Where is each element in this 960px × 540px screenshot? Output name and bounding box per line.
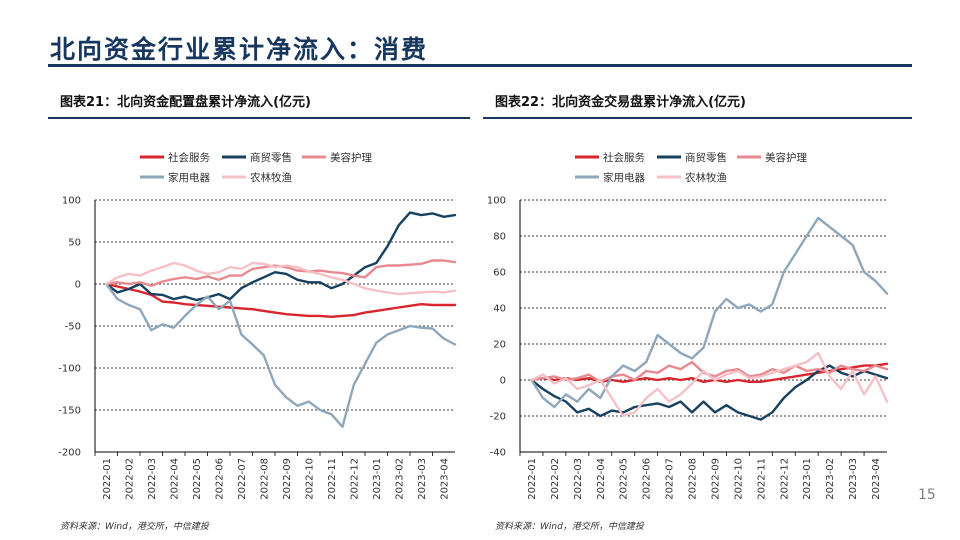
c1-y-tick-label: -40 xyxy=(490,448,506,459)
panel-rule-right xyxy=(483,117,912,119)
c0-x-tick-label: 2022-01 xyxy=(102,458,113,500)
source-note-left: 资料来源：Wind，港交所，中信建投 xyxy=(60,522,209,532)
c0-legend-label: 农林牧渔 xyxy=(250,171,292,184)
c0-x-tick-label: 2022-09 xyxy=(282,458,293,500)
c1-x-tick-label: 2022-11 xyxy=(756,458,767,500)
c1-x-tick-label: 2022-02 xyxy=(550,458,561,500)
c0-y-tick-label: -100 xyxy=(58,364,81,375)
c0-series-line-1 xyxy=(105,211,457,302)
c0-y-tick-label: 50 xyxy=(68,238,81,249)
c0-y-tick-label: -150 xyxy=(58,406,81,417)
c1-series-line-1 xyxy=(530,364,889,421)
c1-series-line-3 xyxy=(530,216,889,409)
c1-legend-label: 家用电器 xyxy=(603,171,645,184)
c1-legend-label: 社会服务 xyxy=(603,151,645,164)
c1-y-tick-label: -20 xyxy=(490,412,506,423)
c1-x-tick-label: 2022-10 xyxy=(733,458,744,500)
c1-x-tick-label: 2022-06 xyxy=(642,458,653,500)
chart-left: 100 50 0 -50 -100 -150 -200 2022-01 2022-02 2022-… xyxy=(58,151,457,500)
c0-legend-label: 美容护理 xyxy=(330,151,372,164)
c0-x-tick-label: 2022-08 xyxy=(259,458,270,500)
chart-title-right: 图表22：北向资金交易盘累计净流入(亿元) xyxy=(495,95,746,110)
c1-x-tick-label: 2022-07 xyxy=(665,458,676,500)
c1-x-tick-label: 2023-01 xyxy=(802,458,813,500)
panel-rule-left xyxy=(48,117,470,119)
c1-y-tick-label: 80 xyxy=(493,232,506,243)
c0-series-line-3 xyxy=(105,282,457,428)
c1-y-tick-label: 20 xyxy=(493,340,506,351)
c1-x-tick-label: 2023-03 xyxy=(848,458,859,500)
c1-y-tick-label: 100 xyxy=(487,196,506,207)
c0-x-tick-label: 2023-03 xyxy=(417,458,428,500)
c1-x-tick-label: 2023-02 xyxy=(825,458,836,500)
c0-y-tick-label: -50 xyxy=(65,322,81,333)
c1-y-tick-label: 60 xyxy=(493,268,506,279)
source-note-right: 资料来源：Wind，港交所，中信建投 xyxy=(495,522,644,532)
c1-x-tick-label: 2022-03 xyxy=(573,458,584,500)
c0-x-tick-label: 2022-06 xyxy=(214,458,225,500)
c0-x-tick-label: 2022-04 xyxy=(169,458,180,500)
c1-x-tick-label: 2022-01 xyxy=(527,458,538,500)
c0-y-tick-label: 100 xyxy=(62,196,81,207)
chart-right: 100 80 60 40 20 0 -20 -40 2022-01 2022-02 2022-03 2… xyxy=(487,151,889,500)
c0-legend-label: 社会服务 xyxy=(168,151,210,164)
c0-x-tick-label: 2022-03 xyxy=(147,458,158,500)
c1-x-tick-label: 2022-04 xyxy=(596,458,607,500)
c0-y-tick-label: -200 xyxy=(58,448,81,459)
chart-title-left: 图表21：北向资金配置盘累计净流入(亿元) xyxy=(60,95,311,110)
c0-x-tick-label: 2023-04 xyxy=(439,458,450,500)
c1-x-tick-label: 2022-12 xyxy=(779,458,790,500)
c0-x-tick-label: 2022-02 xyxy=(124,458,135,500)
c1-x-tick-label: 2023-04 xyxy=(871,458,882,500)
c1-x-tick-label: 2022-09 xyxy=(710,458,721,500)
title-rule xyxy=(48,64,912,67)
c0-legend-label: 商贸零售 xyxy=(250,151,292,164)
c1-x-tick-label: 2022-08 xyxy=(688,458,699,500)
c0-x-tick-label: 2023-01 xyxy=(372,458,383,500)
c1-y-tick-label: 40 xyxy=(493,304,506,315)
c1-series-line-4 xyxy=(530,351,889,418)
c1-legend-label: 农林牧渔 xyxy=(685,171,727,184)
c0-x-tick-label: 2022-05 xyxy=(192,458,203,500)
page-number: 15 xyxy=(918,487,936,503)
c0-series-line-4 xyxy=(105,261,457,296)
c0-x-tick-label: 2022-11 xyxy=(327,458,338,500)
c1-legend-label: 商贸零售 xyxy=(685,151,727,164)
c0-series-line-0 xyxy=(105,282,457,318)
c0-x-tick-label: 2023-02 xyxy=(394,458,405,500)
c0-legend-label: 家用电器 xyxy=(168,171,210,184)
c0-x-tick-label: 2022-07 xyxy=(237,458,248,500)
page-title: 北向资金行业累计净流入：消费 xyxy=(50,35,429,64)
c1-x-tick-label: 2022-05 xyxy=(619,458,630,500)
c1-y-tick-label: 0 xyxy=(500,376,506,387)
c0-x-tick-label: 2022-12 xyxy=(349,458,360,500)
c0-x-tick-label: 2022-10 xyxy=(304,458,315,500)
c0-y-tick-label: 0 xyxy=(75,280,81,291)
c1-legend-label: 美容护理 xyxy=(765,151,807,164)
